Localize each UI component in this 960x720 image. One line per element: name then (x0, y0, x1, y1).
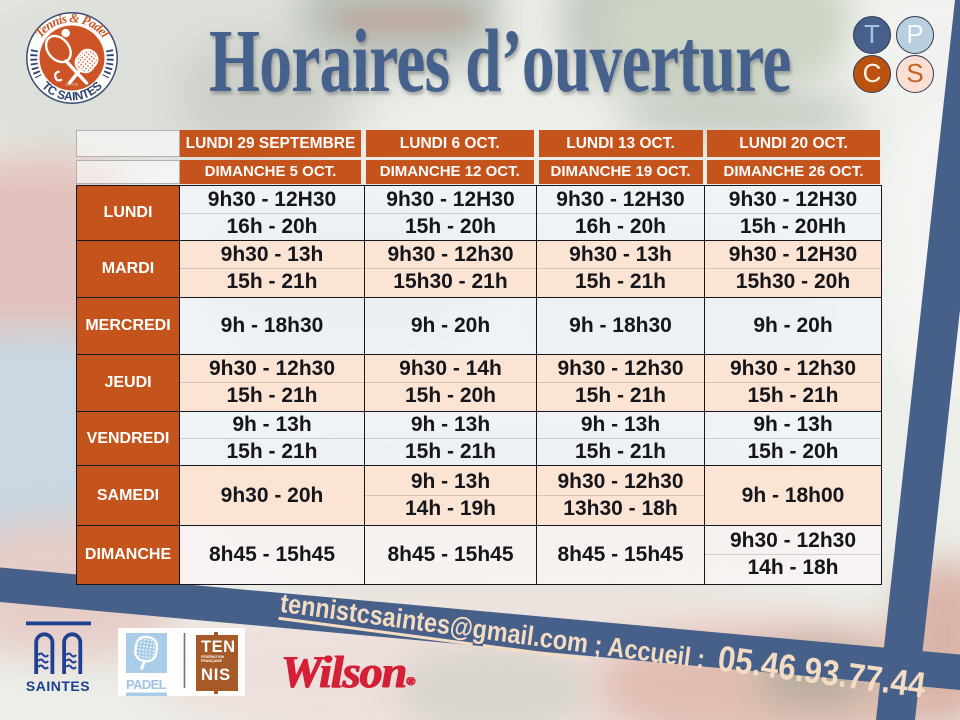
svg-text:FRANÇAISE: FRANÇAISE (201, 659, 223, 663)
svg-text:PADEL: PADEL (126, 677, 167, 692)
svg-text:NIS: NIS (201, 666, 231, 684)
svg-text:TEN: TEN (201, 638, 236, 656)
svg-text:SportCity: SportCity (65, 83, 79, 87)
svg-text:FÉDÉRATION: FÉDÉRATION (201, 654, 224, 659)
